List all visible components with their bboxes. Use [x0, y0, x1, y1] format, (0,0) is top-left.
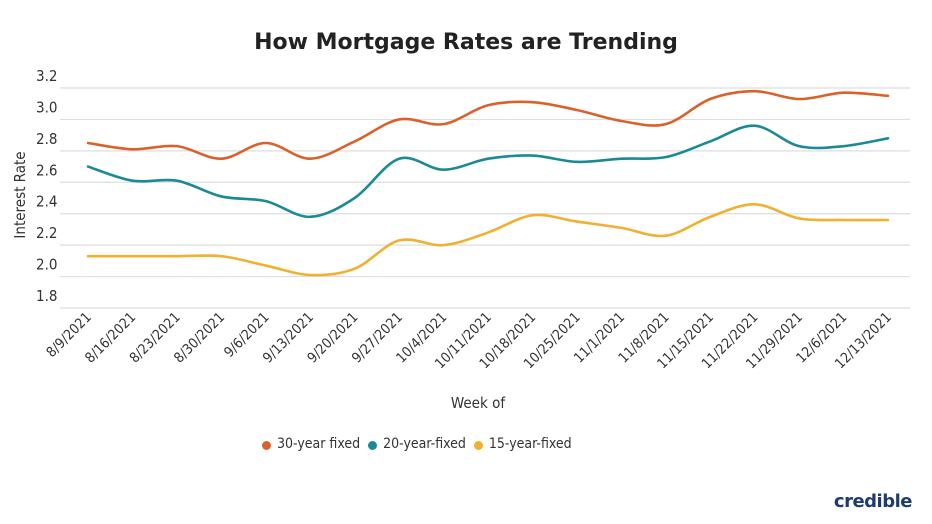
credible-logo: credible — [833, 491, 913, 512]
legend-item-20-year: 20-year-fixed — [368, 436, 466, 452]
legend-label: 15-year-fixed — [488, 436, 572, 452]
y-tick-label: 3.2 — [36, 67, 57, 85]
legend-dot — [368, 441, 378, 450]
y-tick-label: 2.8 — [36, 130, 57, 148]
y-tick-label: 1.8 — [36, 287, 57, 305]
y-tick-label: 3.0 — [36, 98, 57, 116]
x-axis-label: Week of — [451, 394, 506, 412]
legend-dot — [473, 441, 483, 450]
series-line-15-year-fixed — [86, 202, 890, 277]
legend-label: 20-year-fixed — [383, 436, 466, 452]
chart-title: How Mortgage Rates are Trending — [254, 30, 678, 55]
y-axis-label: Interest Rate — [11, 151, 29, 238]
series-line-30-year-fixed — [86, 89, 890, 161]
y-tick-label: 2.4 — [36, 193, 57, 211]
y-tick-label: 2.6 — [36, 161, 57, 179]
y-tick-label: 2.0 — [36, 256, 57, 274]
legend-item-30-year: 30-year fixed — [262, 436, 360, 452]
legend-label: 30-year fixed — [277, 436, 361, 452]
legend-item-15-year: 15-year-fixed — [473, 436, 572, 452]
legend-dot — [262, 441, 271, 450]
series-line-20-year-fixed — [86, 124, 890, 219]
legend: 30-year fixed 20-year-fixed 15-year-fixe… — [262, 436, 580, 452]
y-tick-label: 2.2 — [36, 224, 57, 242]
